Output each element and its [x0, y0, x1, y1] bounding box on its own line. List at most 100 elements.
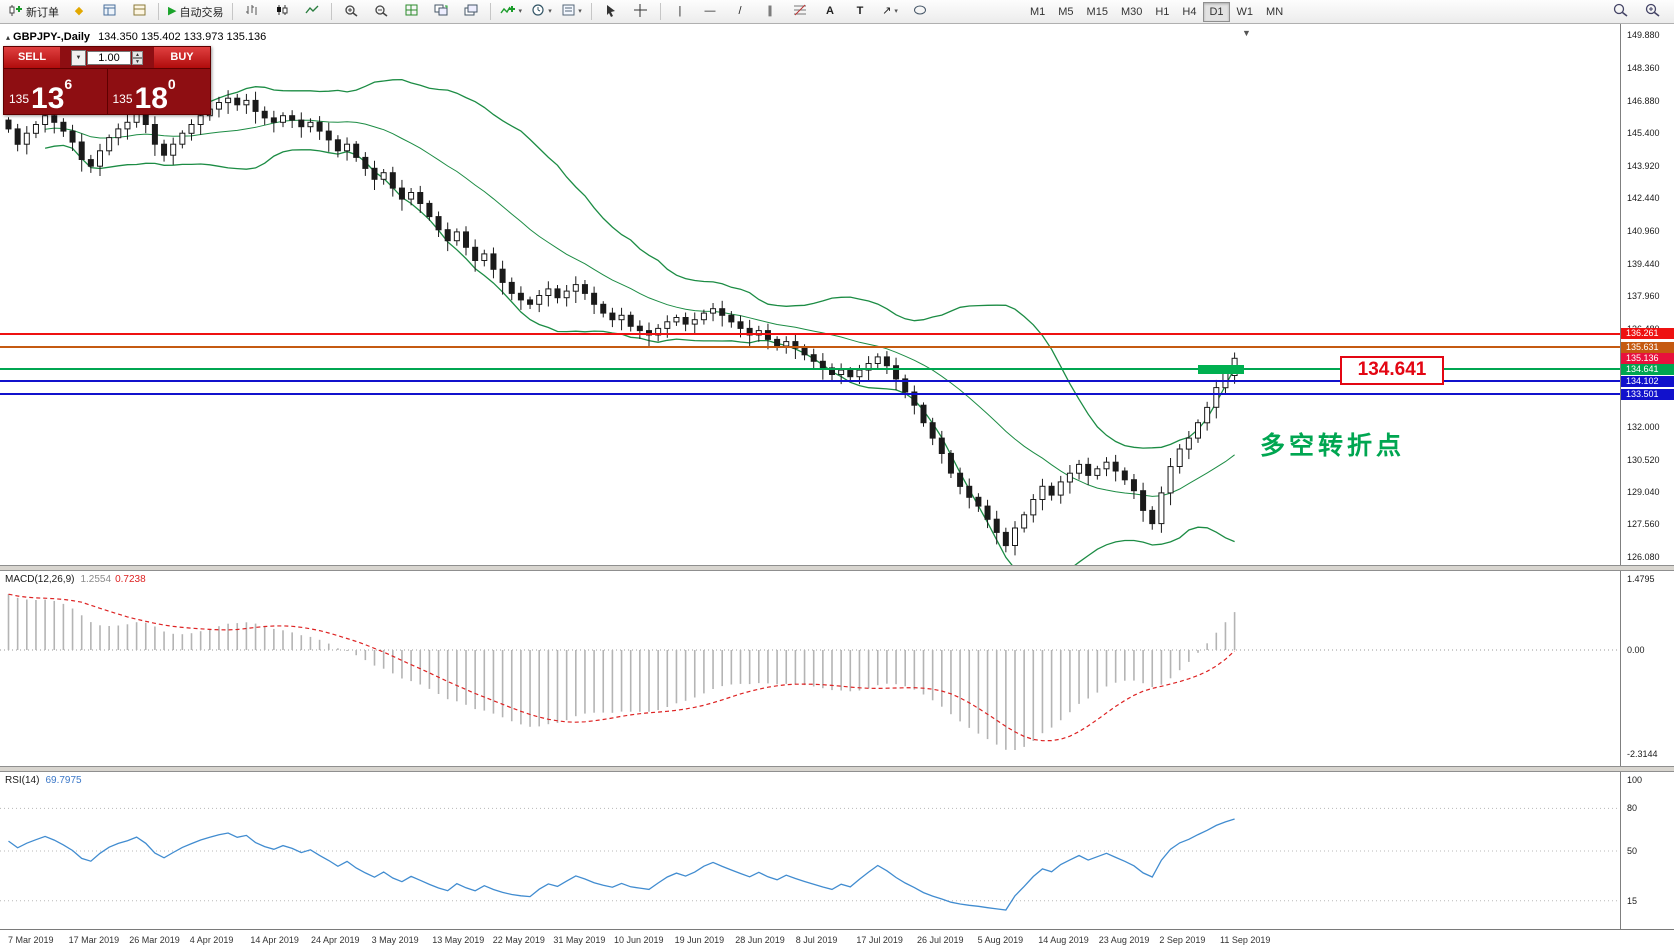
search-symbol-button[interactable]	[1606, 1, 1634, 23]
toolbar-separator	[331, 3, 333, 20]
channel-tool-button[interactable]: ∥	[756, 1, 784, 23]
line-chart-mode-button[interactable]	[298, 1, 326, 23]
cursor-tool-button[interactable]	[597, 1, 625, 23]
panel-collapse-icon[interactable]: ▴	[6, 33, 11, 42]
trendline-tool-button[interactable]: /	[726, 1, 754, 23]
text-icon: A	[826, 5, 834, 17]
cursor-icon	[605, 4, 617, 20]
navigator-button[interactable]	[125, 1, 153, 23]
timeframe-m15-button[interactable]: M15	[1086, 5, 1108, 18]
sell-price-prefix: 135	[9, 92, 30, 106]
buy-button[interactable]: BUY	[154, 47, 210, 68]
rsi-chart[interactable]	[0, 772, 1620, 929]
date-label: 17 Mar 2019	[68, 935, 120, 945]
label-tool-button[interactable]: T	[846, 1, 874, 23]
macd-main-value: 1.2554	[80, 574, 112, 585]
timeframe-mn-button[interactable]: MN	[1266, 5, 1284, 18]
timeframe-d1-button[interactable]: D1	[1203, 1, 1230, 22]
timeframe-m1-button[interactable]: M1	[1029, 5, 1046, 18]
highlight-zone[interactable]	[1198, 365, 1244, 374]
toolbar-separator	[158, 3, 159, 20]
hline-135.631[interactable]	[0, 346, 1620, 348]
macd-tick: 0.00	[1627, 645, 1645, 655]
panel-separator[interactable]	[0, 766, 1674, 772]
arrows-tool-button[interactable]: ↗ ▾	[876, 1, 904, 23]
templates-button[interactable]: ▾	[558, 1, 586, 23]
hline-133.501[interactable]	[0, 393, 1620, 395]
timeframe-w1-button[interactable]: W1	[1236, 5, 1254, 18]
sell-price[interactable]: 135 13 6	[4, 69, 107, 114]
chart-shift-marker-icon[interactable]: ▼	[1242, 28, 1251, 38]
price-tick: 145.400	[1627, 128, 1660, 138]
price-tick: 129.040	[1627, 487, 1660, 497]
navigator-icon	[133, 4, 146, 19]
volume-input[interactable]	[87, 50, 131, 65]
favorite-diamond-icon: ◆	[74, 5, 84, 17]
bar-chart-mode-button[interactable]	[238, 1, 266, 23]
timeframe-m30-button[interactable]: M30	[1120, 5, 1143, 18]
fibonacci-tool-button[interactable]	[786, 1, 814, 23]
price-callout-box[interactable]: 134.641	[1340, 356, 1444, 385]
price-tick: 146.880	[1627, 96, 1660, 106]
price-label-box: 136.261	[1621, 328, 1674, 339]
horizontal-line-tool-button[interactable]: —	[696, 1, 724, 23]
crosshair-tool-button[interactable]	[627, 1, 655, 23]
zoom-in-button[interactable]	[337, 1, 365, 23]
dropdown-arrow-icon: ▾	[548, 8, 552, 15]
timeframe-h1-button[interactable]: H1	[1155, 5, 1170, 18]
cascade-windows-button[interactable]	[457, 1, 485, 23]
auto-trading-button[interactable]: ▶ 自动交易	[164, 1, 227, 23]
global-search-button[interactable]	[1638, 1, 1666, 23]
main-toolbar: 新订单 ◆ ▶ 自动交易 ▾ ▾ ▾ | — / ∥ A T ↗ ▾ M1 M5 M1…	[0, 0, 1674, 24]
period-selector-button[interactable]: ▾	[528, 1, 556, 23]
price-tick: 126.080	[1627, 552, 1660, 562]
turning-point-annotation[interactable]: 多空转折点	[1260, 432, 1406, 460]
date-label: 2 Sep 2019	[1159, 935, 1206, 945]
text-tool-button[interactable]: A	[816, 1, 844, 23]
zoom-out-button[interactable]	[367, 1, 395, 23]
price-label-box: 134.641	[1621, 364, 1674, 375]
volume-dropdown-icon[interactable]: ▼	[71, 49, 86, 66]
sell-button[interactable]: SELL	[4, 47, 60, 68]
candlestick-mode-button[interactable]	[268, 1, 296, 23]
volume-up-icon[interactable]: ▲	[132, 50, 143, 58]
price-tick: 148.360	[1627, 63, 1660, 73]
price-tick: 130.520	[1627, 455, 1660, 465]
hline-134.641[interactable]	[0, 368, 1620, 370]
chart-window: 134.641 多空转折点 ▼ ▴ GBPJPY-,Daily 134.350 13…	[0, 24, 1674, 951]
date-label: 31 May 2019	[553, 935, 606, 945]
volume-down-icon[interactable]: ▼	[132, 57, 143, 65]
tile-windows-button[interactable]	[427, 1, 455, 23]
hline-134.102[interactable]	[0, 380, 1620, 382]
rsi-panel[interactable]: RSI(14) 69.7975	[0, 772, 1620, 929]
symbol-label: GBPJPY-,Daily	[13, 31, 91, 43]
dropdown-arrow-icon: ▾	[518, 8, 522, 15]
rsi-value: 69.7975	[45, 775, 82, 786]
date-label: 22 May 2019	[492, 935, 545, 945]
macd-panel[interactable]: MACD(12,26,9) 1.2554 0.7238	[0, 571, 1620, 766]
price-panel[interactable]: 134.641 多空转折点 ▼ ▴ GBPJPY-,Daily 134.350 13…	[0, 26, 1620, 565]
timeframe-h4-button[interactable]: H4	[1182, 5, 1197, 18]
shapes-tool-button[interactable]	[906, 1, 934, 23]
market-watch-button[interactable]	[95, 1, 123, 23]
new-order-button[interactable]: 新订单	[4, 1, 63, 23]
indicators-button[interactable]: ▾	[496, 1, 526, 23]
date-label: 26 Jul 2019	[917, 935, 964, 945]
vertical-line-tool-button[interactable]: |	[666, 1, 694, 23]
timeframe-m5-button[interactable]: M5	[1058, 5, 1074, 18]
date-label: 19 Jun 2019	[674, 935, 725, 945]
candlestick-chart[interactable]	[0, 26, 1620, 565]
macd-chart[interactable]	[0, 571, 1620, 766]
price-scale[interactable]: 149.880 148.360 146.880 145.400 143.920 142.4…	[1620, 24, 1674, 929]
buy-price[interactable]: 135 18 0	[106, 69, 211, 114]
panel-separator[interactable]	[0, 565, 1674, 571]
hline-136.261[interactable]	[0, 333, 1620, 335]
time-axis[interactable]: 7 Mar 2019 17 Mar 2019 26 Mar 2019 4 Apr 20…	[0, 929, 1674, 951]
price-tick: 143.920	[1627, 161, 1660, 171]
market-watch-icon	[103, 4, 116, 19]
sell-price-pip: 6	[64, 76, 73, 92]
date-label: 14 Apr 2019	[250, 935, 299, 945]
favorites-icon-button[interactable]: ◆	[65, 1, 93, 23]
shapes-icon	[913, 4, 927, 19]
grid-toggle-button[interactable]	[397, 1, 425, 23]
